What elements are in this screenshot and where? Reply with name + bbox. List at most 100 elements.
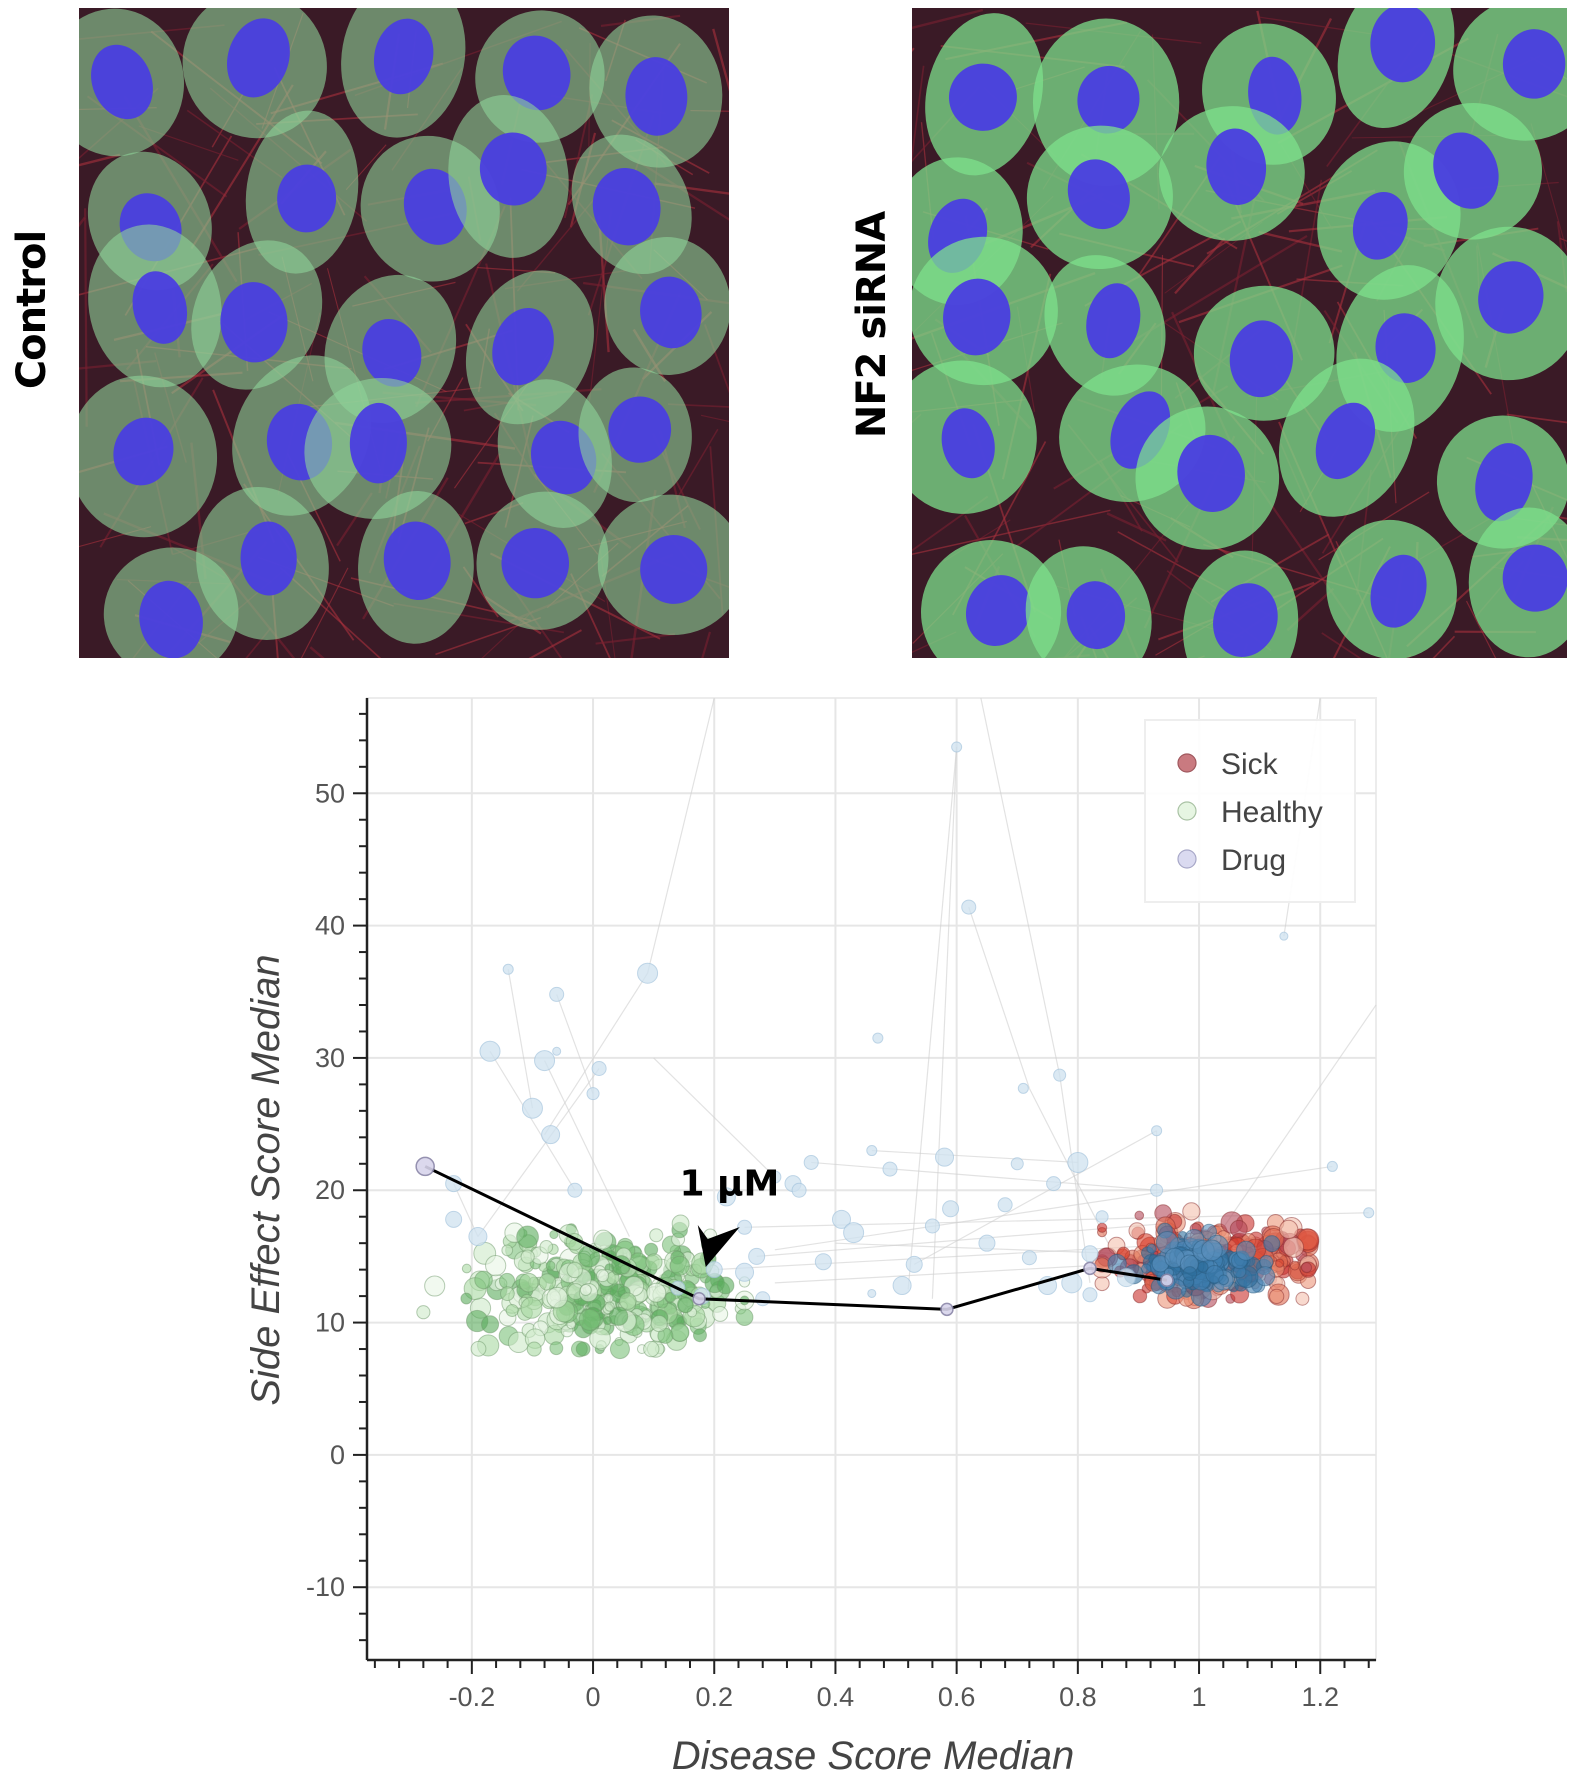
x-tick-label: 0.2 [695, 1682, 733, 1712]
healthy-point [645, 1253, 663, 1271]
healthy-point [604, 1301, 615, 1312]
drug-point [882, 1161, 898, 1177]
sick-point [1229, 1219, 1248, 1238]
drug-point [716, 1187, 736, 1207]
y-tick-label: 0 [330, 1440, 345, 1470]
drug-point [705, 1261, 723, 1279]
drug-point [549, 986, 565, 1002]
legend-item-healthy[interactable]: Healthy [1177, 796, 1323, 829]
healthy-point [589, 1327, 611, 1350]
sick-point [1269, 1288, 1285, 1305]
healthy-point [596, 1269, 610, 1283]
drug-point [1326, 1160, 1338, 1172]
drug-point [521, 1097, 543, 1119]
sick-point [1094, 1275, 1110, 1292]
drug-point [961, 899, 977, 915]
legend-label: Drug [1221, 844, 1286, 877]
drug-point [1182, 1266, 1198, 1281]
drug-point [1218, 1274, 1229, 1286]
drug-point [924, 1218, 940, 1234]
healthy-point [676, 1296, 694, 1314]
healthy-point [481, 1315, 500, 1334]
y-axis-title: Side Effect Score Median [244, 954, 288, 1405]
x-tick-label: 0 [586, 1682, 601, 1712]
healthy-point [545, 1260, 556, 1271]
healthy-point [500, 1286, 515, 1302]
concentration-annotation: 1 µM [679, 1164, 779, 1267]
drug-point [1081, 1245, 1099, 1263]
legend-item-sick[interactable]: Sick [1177, 748, 1279, 781]
healthy-point [470, 1340, 487, 1357]
sick-point [1182, 1202, 1201, 1221]
healthy-point [671, 1214, 690, 1233]
sick-point [1282, 1236, 1305, 1258]
y-tick-label: 30 [315, 1043, 345, 1073]
drug-point [1255, 1266, 1276, 1287]
sick-point [1301, 1262, 1313, 1274]
healthy-point [579, 1284, 592, 1296]
control-micrograph [79, 8, 729, 658]
sick-point [1134, 1210, 1145, 1221]
healthy-point [670, 1322, 690, 1343]
healthy-point [424, 1275, 446, 1297]
healthy-point [539, 1240, 554, 1254]
drug-point [586, 1087, 600, 1101]
healthy-point [518, 1272, 539, 1293]
annotation-label: 1 µM [679, 1164, 779, 1205]
drug-point [866, 1145, 878, 1157]
arrowhead-icon [697, 1224, 740, 1267]
healthy-point [609, 1339, 630, 1360]
drug-point [867, 1288, 877, 1298]
nf2-sirna-micrograph [912, 8, 1567, 658]
drug-point [541, 1125, 561, 1145]
legend: Sick Healthy Drug [1144, 719, 1356, 903]
legend-marker-icon [1177, 801, 1197, 821]
drug-point [1095, 1210, 1109, 1224]
drug-point [1201, 1239, 1223, 1262]
drug-point [803, 1154, 819, 1170]
healthy-point [549, 1341, 564, 1356]
healthy-point [646, 1282, 667, 1303]
drug-point [942, 1200, 960, 1218]
healthy-point [649, 1228, 664, 1243]
data-points [416, 741, 1375, 1360]
healthy-point [575, 1341, 591, 1357]
drug-point [748, 1247, 766, 1265]
y-tick-label: 40 [315, 911, 345, 941]
healthy-point [516, 1225, 539, 1249]
x-tick-label: 0.6 [938, 1682, 976, 1712]
healthy-point [619, 1292, 637, 1310]
drug-point [1146, 1243, 1157, 1254]
selected-compound-line [415, 1156, 1174, 1317]
healthy-point [735, 1308, 754, 1326]
healthy-point [485, 1255, 507, 1277]
healthy-point [474, 1270, 493, 1290]
drug-point [1141, 1263, 1152, 1274]
sick-point [1275, 1258, 1285, 1268]
sick-point [1096, 1222, 1108, 1233]
x-tick-label: 1.2 [1301, 1682, 1339, 1712]
drug-point [755, 1291, 771, 1307]
healthy-point [546, 1286, 568, 1309]
drug-point [832, 1209, 852, 1229]
healthy-point [669, 1255, 690, 1276]
drug-point [637, 962, 659, 984]
legend-item-drug[interactable]: Drug [1177, 844, 1286, 877]
drug-point [1197, 1261, 1209, 1273]
drug-point [567, 1182, 583, 1198]
drug-point [768, 1170, 782, 1184]
drug-point [591, 1061, 607, 1077]
healthy-point [665, 1291, 676, 1303]
healthy-point [520, 1296, 543, 1319]
drug-point [1021, 1250, 1037, 1266]
drug-point [1363, 1207, 1375, 1219]
drug-point [843, 1222, 865, 1244]
drug-point [1116, 1268, 1136, 1288]
drug-point [978, 1234, 996, 1252]
drug-point [935, 1147, 955, 1167]
healthy-point [461, 1263, 472, 1274]
y-tick-label: -10 [306, 1572, 345, 1602]
drug-point [951, 741, 963, 753]
drug-point [468, 1227, 488, 1247]
